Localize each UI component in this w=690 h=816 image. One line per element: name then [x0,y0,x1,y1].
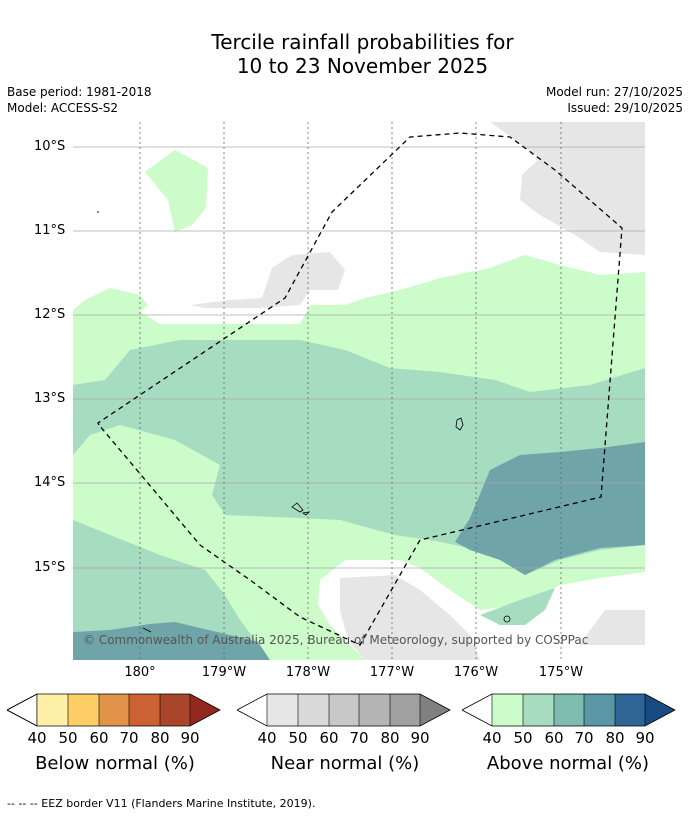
base-period: Base period: 1981-2018 [7,85,152,99]
near-tick-70: 70 [349,729,369,747]
near-bin-60 [329,694,359,726]
lon-label-180: 180° [124,665,156,680]
above-normal-60-sw [73,622,270,660]
below-bin-80 [160,694,190,726]
lon-label-175w: 175°W [538,665,584,680]
near-tick-50: 50 [288,729,308,747]
forecast-map [73,122,645,660]
near-tick-40: 40 [257,729,277,747]
latitude-gridlines [73,146,645,569]
eez-footnote: -- -- -- EEZ border V11 (Flanders Marine… [7,797,316,810]
eez-border [97,132,623,646]
near-bin-70 [359,694,390,726]
near-tick-60: 60 [319,729,339,747]
above-normal-40-north [145,150,208,232]
islet-north [97,211,99,213]
lon-label-179w: 179°W [201,665,247,680]
island-ono [503,615,511,623]
below-tick-50: 50 [58,729,78,747]
above-bin-70 [584,694,615,726]
below-tick-80: 80 [150,729,170,747]
lat-label-13s: 13°S [34,391,66,406]
lat-label-15s: 15°S [34,560,66,575]
near-bin-80 [390,694,420,726]
above-normal-50-south [73,520,270,660]
below-normal-colorbar [7,693,221,727]
above-tick-90: 90 [635,729,655,747]
above-normal-colorbar [462,693,676,727]
above-bin-90 [645,694,675,726]
near-bin-90 [420,694,450,726]
below-bin-40 [37,694,68,726]
below-tick-60: 60 [89,729,109,747]
below-bin-50 [68,694,99,726]
lon-label-178w: 178°W [285,665,331,680]
title-line-2: 10 to 23 November 2025 [236,54,489,78]
lat-label-11s: 11°S [34,223,66,238]
island-sw [142,627,152,633]
lon-label-176w: 176°W [453,665,499,680]
near-normal-colorbar [237,693,451,727]
below-normal-title: Below normal (%) [35,753,195,774]
above-normal-title: Above normal (%) [486,753,650,774]
near-normal-region-center [190,252,345,308]
island-small [301,511,311,516]
below-tick-70: 70 [119,729,139,747]
below-bin-90 [190,694,220,726]
below-bin-70 [129,694,160,726]
copyright-notice: © Commonwealth of Australia 2025, Bureau… [83,633,589,647]
lat-label-14s: 14°S [34,475,66,490]
above-tick-80: 80 [605,729,625,747]
below-tick-90: 90 [180,729,200,747]
model-name: Model: ACCESS-S2 [7,101,119,115]
near-normal-title: Near normal (%) [270,753,420,774]
title-line-1: Tercile rainfall probabilities for [211,30,514,54]
above-bin-80 [615,694,645,726]
below-tick-40: 40 [27,729,47,747]
near-tick-80: 80 [380,729,400,747]
issued-date: Issued: 29/10/2025 [567,101,683,115]
above-normal-50-se [480,588,555,625]
above-bin-50 [523,694,554,726]
near-normal-region-south [340,575,480,660]
near-normal-region-se [580,610,645,645]
near-normal-region-ne [490,122,645,255]
lon-label-177w: 177°W [369,665,415,680]
above-tick-70: 70 [574,729,594,747]
lat-label-10s: 10°S [34,139,66,154]
above-tick-50: 50 [513,729,533,747]
meta-right: Model run: 27/10/2025 Issued: 29/10/2025 [546,84,683,116]
meta-left: Base period: 1981-2018 Model: ACCESS-S2 [7,84,152,116]
lat-label-12s: 12°S [34,307,66,322]
model-run: Model run: 27/10/2025 [545,85,683,99]
map-title: Tercile rainfall probabilities for 10 to… [0,30,690,78]
above-bin-40 [492,694,523,726]
near-tick-90: 90 [410,729,430,747]
above-bin-60 [554,694,584,726]
near-bin-50 [298,694,329,726]
island-moala [291,502,304,513]
island-lakeba [455,417,464,431]
above-tick-60: 60 [544,729,564,747]
near-bin-40 [267,694,298,726]
below-bin-60 [99,694,129,726]
above-tick-40: 40 [482,729,502,747]
